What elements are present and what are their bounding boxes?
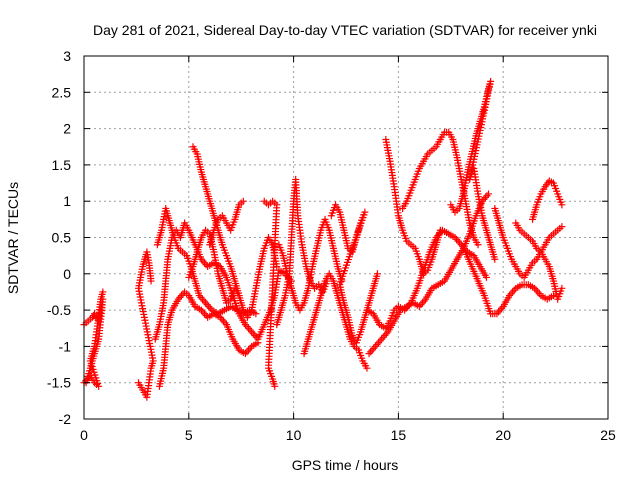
y-tick-label: -1.5 — [47, 375, 71, 391]
data-point — [494, 308, 502, 316]
data-point — [203, 301, 211, 309]
data-point — [367, 348, 375, 356]
data-point — [200, 297, 208, 305]
x-tick-label: 15 — [391, 427, 407, 443]
data-point — [558, 223, 566, 231]
x-axis-title: GPS time / hours — [292, 457, 399, 473]
y-tick-label: 1.5 — [52, 157, 72, 173]
data-point — [496, 306, 504, 314]
data-point — [491, 255, 499, 263]
series-track-12 — [275, 215, 346, 314]
x-tick-label: 0 — [80, 427, 88, 443]
data-point — [365, 350, 373, 358]
y-tick-label: 1 — [63, 193, 71, 209]
x-tick-label: 25 — [600, 427, 616, 443]
series-track-17 — [382, 135, 444, 278]
data-point — [374, 339, 382, 347]
data-point — [454, 237, 462, 245]
series-track-19 — [447, 77, 499, 263]
y-tick-label: -2 — [59, 411, 72, 427]
y-tick-label: 0 — [63, 266, 71, 282]
x-axis-ticks: 0 5 10 15 20 25 — [80, 56, 616, 443]
data-point — [370, 344, 378, 352]
chart-title: Day 281 of 2021, Sidereal Day-to-day VTE… — [93, 22, 597, 38]
data-point — [371, 342, 379, 350]
data-point — [202, 312, 210, 320]
data-point — [485, 190, 493, 198]
y-axis-title: SDTVAR / TECUs — [5, 182, 21, 294]
series-track-18 — [399, 128, 482, 249]
data-point — [376, 337, 384, 345]
series-track-3 — [134, 248, 157, 401]
data-point — [373, 270, 381, 278]
y-tick-label: 3 — [63, 48, 71, 64]
data-point — [254, 339, 262, 347]
data-points — [80, 77, 566, 401]
data-point — [483, 192, 491, 200]
data-point — [251, 332, 259, 340]
data-point — [482, 273, 490, 281]
series-track-14 — [327, 201, 381, 347]
series-track-15 — [363, 226, 490, 332]
data-point — [436, 226, 444, 234]
y-axis-ticks: -2 -1.5 -1 -0.5 0 0.5 1 1.5 2 2.5 3 — [47, 48, 608, 427]
data-point — [271, 382, 279, 390]
x-tick-label: 20 — [495, 427, 511, 443]
data-point — [363, 364, 371, 372]
series-track-22 — [512, 219, 566, 256]
data-point — [509, 288, 517, 296]
data-point — [205, 302, 213, 310]
series-track-9 — [185, 226, 243, 307]
data-point — [534, 288, 542, 296]
x-tick-label: 5 — [185, 427, 193, 443]
series-track-16 — [365, 190, 493, 358]
series-track-13 — [300, 270, 371, 372]
data-point — [245, 324, 253, 332]
data-point — [373, 341, 381, 349]
y-tick-label: 2.5 — [52, 84, 72, 100]
data-point — [198, 295, 206, 303]
data-point — [474, 241, 482, 249]
data-point — [417, 301, 425, 309]
data-point — [368, 346, 376, 354]
data-point — [550, 292, 558, 300]
data-point — [252, 310, 260, 318]
data-point — [239, 197, 247, 205]
data-point — [558, 201, 566, 209]
data-point — [99, 288, 107, 296]
data-point — [248, 328, 256, 336]
y-tick-label: 2 — [63, 121, 71, 137]
data-point — [235, 292, 243, 300]
data-point — [246, 326, 254, 334]
data-point — [481, 194, 489, 202]
data-point — [558, 284, 566, 292]
data-point — [381, 332, 389, 340]
data-point — [379, 333, 387, 341]
x-tick-label: 10 — [286, 427, 302, 443]
data-point — [202, 261, 210, 269]
data-point — [378, 335, 386, 343]
data-point — [243, 348, 251, 356]
y-tick-label: 0.5 — [52, 230, 72, 246]
series-track-20 — [461, 248, 558, 318]
data-point — [177, 292, 185, 300]
data-point — [202, 299, 210, 307]
y-tick-label: -0.5 — [47, 302, 71, 318]
series-track-21 — [491, 204, 566, 303]
series-track-2 — [82, 288, 107, 390]
y-tick-label: -1 — [59, 338, 72, 354]
series-track-6 — [153, 204, 260, 318]
series-track-10 — [260, 197, 281, 390]
series-track-23 — [529, 177, 566, 223]
data-point — [147, 277, 155, 285]
data-point — [219, 317, 227, 325]
